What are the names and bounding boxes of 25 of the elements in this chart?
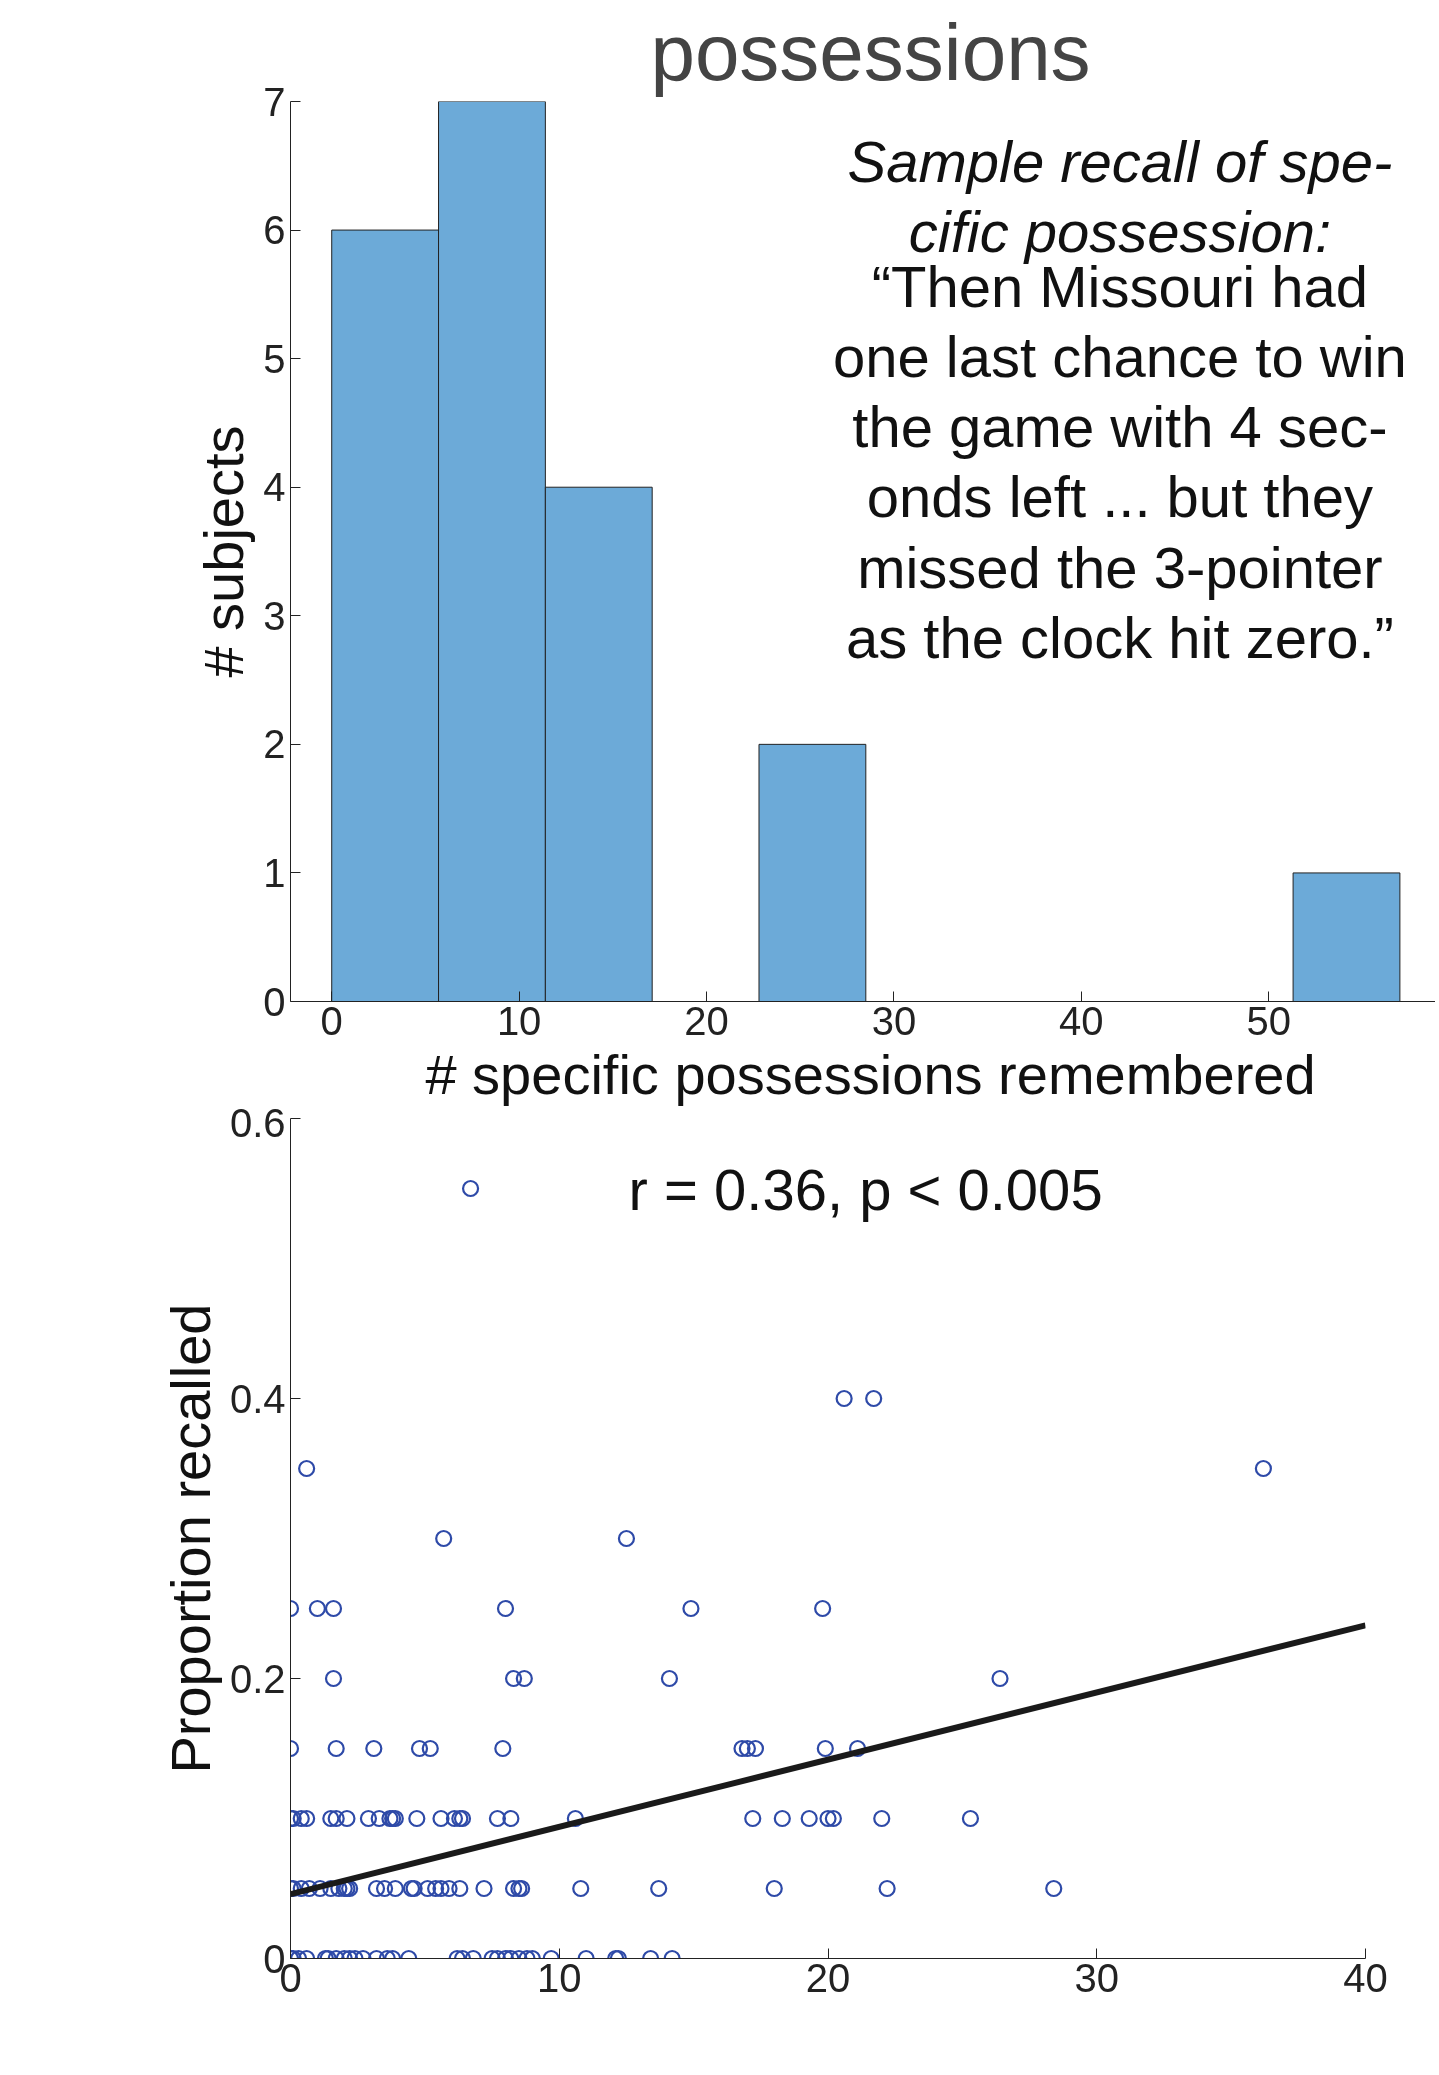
y-tick-label: 4 (263, 465, 286, 510)
x-tick-label: 40 (1343, 1955, 1388, 2000)
y-tick-label: 2 (263, 722, 286, 767)
x-tick-label: 0 (320, 998, 343, 1043)
x-tick-label: 40 (1059, 998, 1104, 1043)
y-tick-label: 0.6 (229, 1100, 286, 1145)
x-tick-label: 50 (1246, 998, 1291, 1043)
annotation: r = 0.36, p < 0.005 (628, 1157, 1103, 1223)
x-tick-label: 10 (496, 998, 542, 1043)
x-tick-label: 30 (871, 998, 917, 1043)
y-axis-title: Proportion recalled (158, 1303, 222, 1774)
y-tick-label: 1 (263, 850, 286, 895)
y-tick-label: 7 (263, 79, 286, 124)
y-tick-label: 6 (263, 208, 286, 253)
y-tick-label: 5 (263, 336, 286, 381)
x-tick-label: 20 (805, 1955, 851, 2000)
y-tick-label: 0.4 (229, 1376, 286, 1421)
y-tick-label: 0.2 (229, 1656, 286, 1701)
y-tick-label: 3 (263, 593, 286, 638)
x-tick-label: 10 (537, 1955, 582, 2000)
chart-title: possessions (650, 7, 1091, 97)
y-axis-title: # subjects (192, 425, 256, 678)
x-axis-title: # specific possessions remembered (425, 1042, 1316, 1106)
x-tick-label: 30 (1074, 1955, 1119, 2000)
x-tick-label: 20 (684, 998, 729, 1043)
